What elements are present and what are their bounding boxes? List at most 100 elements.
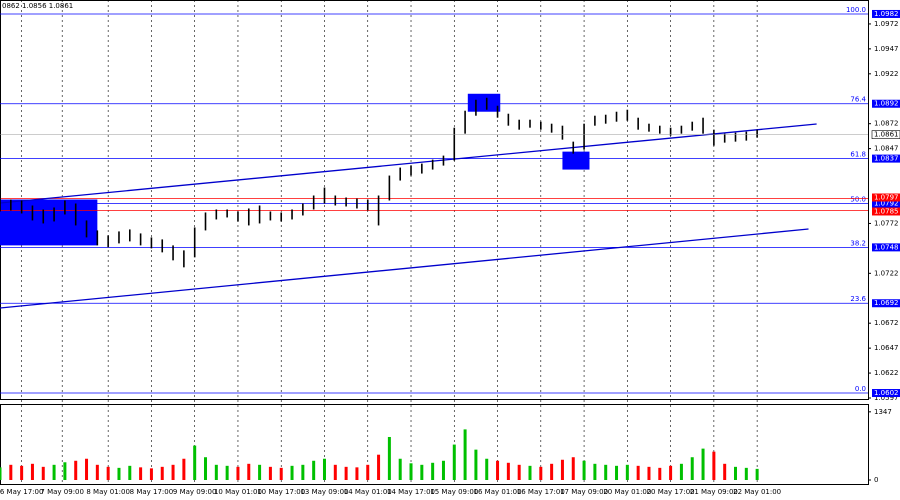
- x-tick-label: 17 May 09:00: [560, 488, 608, 496]
- volume-bar: [41, 466, 45, 480]
- price-box: [872, 243, 900, 252]
- y-tick-label: 1.0672: [874, 319, 899, 327]
- volume-bar: [604, 464, 608, 480]
- volume-bar: [571, 457, 575, 480]
- volume-bar: [117, 467, 121, 480]
- x-tick-label: 16 May 01:00: [474, 488, 522, 496]
- volume-bar: [225, 465, 229, 480]
- y-tick-label: 1.0847: [874, 145, 899, 153]
- fib-price-label: 1.0837: [874, 155, 899, 163]
- volume-bar: [669, 465, 673, 480]
- volume-bar: [528, 465, 532, 480]
- volume-bar: [160, 466, 164, 480]
- volume-tick-label: 0: [874, 476, 878, 484]
- volume-bar: [723, 463, 727, 480]
- fib-level-label: 76.4: [850, 96, 866, 104]
- volume-bar: [290, 465, 294, 480]
- trendline: [0, 228, 809, 309]
- x-tick-label: 20 May 01:00: [603, 488, 651, 496]
- volume-tick-label: 1347: [874, 408, 892, 416]
- volume-bar: [431, 462, 435, 480]
- y-tick-label: 1.0772: [874, 219, 899, 227]
- volume-bar: [52, 464, 56, 480]
- volume-bar: [496, 460, 500, 480]
- price-box: [872, 9, 900, 18]
- price-box: [872, 199, 900, 208]
- y-tick-label: 1.0597: [874, 394, 899, 402]
- price-box: [872, 99, 900, 108]
- volume-bar: [85, 458, 89, 480]
- volume-bar: [214, 464, 218, 480]
- volume-bar: [485, 458, 489, 480]
- volume-bar: [268, 466, 272, 480]
- volume-bar: [560, 459, 564, 480]
- volume-bar: [74, 460, 78, 480]
- volume-bar: [755, 468, 759, 480]
- volume-bar: [355, 467, 359, 480]
- volume-bar: [420, 464, 424, 480]
- volume-bar: [582, 460, 586, 480]
- volume-bar: [312, 460, 316, 480]
- volume-bar: [647, 466, 651, 480]
- volume-bar: [452, 444, 456, 480]
- volume-bar: [539, 466, 543, 480]
- price-box: [872, 389, 900, 398]
- fib-price-label: 1.0982: [874, 10, 899, 18]
- x-tick-label: 7 May 09:00: [40, 488, 84, 496]
- price-frame: [0, 0, 869, 400]
- volume-bar: [615, 465, 619, 480]
- volume-bar: [734, 466, 738, 480]
- zone: [0, 199, 98, 246]
- volume-bar: [409, 463, 413, 480]
- volume-bar: [30, 463, 34, 480]
- fib-price-label: 1.0602: [874, 389, 899, 397]
- volume-bar: [377, 454, 381, 480]
- volume-bar: [506, 462, 510, 480]
- x-tick-label: 16 May 17:00: [517, 488, 565, 496]
- volume-bar: [593, 463, 597, 480]
- level-price-label: 1.0797: [874, 194, 899, 202]
- fib-level-label: 100.0: [846, 6, 866, 14]
- volume-bar: [322, 458, 326, 480]
- fib-level-label: 38.2: [850, 239, 866, 247]
- y-tick-label: 1.0647: [874, 344, 899, 352]
- volume-bar: [20, 465, 24, 480]
- zone: [562, 151, 590, 170]
- volume-bar: [366, 464, 370, 480]
- fib-level-label: 0.0: [855, 385, 866, 393]
- header: 0862 1.0856 1.0861: [2, 2, 73, 10]
- level-price-label: 1.0785: [874, 207, 899, 215]
- volume-bar: [9, 464, 13, 480]
- volume-bar: [139, 467, 143, 480]
- volume-bar: [625, 464, 629, 480]
- volume-bar: [690, 457, 694, 480]
- trendline: [0, 123, 817, 204]
- y-tick-label: 1.0947: [874, 45, 899, 53]
- fib-price-label: 1.0748: [874, 243, 899, 251]
- volume-frame: [0, 404, 869, 485]
- y-tick-label: 1.0872: [874, 120, 899, 128]
- fib-price-label: 1.0792: [874, 199, 899, 207]
- y-tick-label: 1.0922: [874, 70, 899, 78]
- volume-bar: [128, 465, 132, 480]
- volume-bar: [441, 460, 445, 480]
- x-tick-label: 9 May 09:00: [173, 488, 217, 496]
- volume-bar: [182, 458, 186, 480]
- price-box: [871, 130, 900, 139]
- volume-bar: [463, 429, 467, 480]
- fib-level-label: 23.6: [850, 295, 866, 303]
- volume-bar: [171, 464, 175, 480]
- fib-price-label: 1.0892: [874, 100, 899, 108]
- volume-bar: [95, 464, 99, 480]
- volume-bar: [301, 464, 305, 480]
- volume-bar: [63, 462, 67, 480]
- x-tick-label: 22 May 01:00: [733, 488, 781, 496]
- x-tick-label: 6 May 17:00: [0, 488, 43, 496]
- volume-bar: [712, 451, 716, 480]
- volume-bar: [398, 458, 402, 480]
- x-tick-label: 20 May 17:00: [647, 488, 695, 496]
- volume-bar: [149, 468, 153, 480]
- price-box: [872, 299, 900, 308]
- volume-bar: [193, 445, 197, 480]
